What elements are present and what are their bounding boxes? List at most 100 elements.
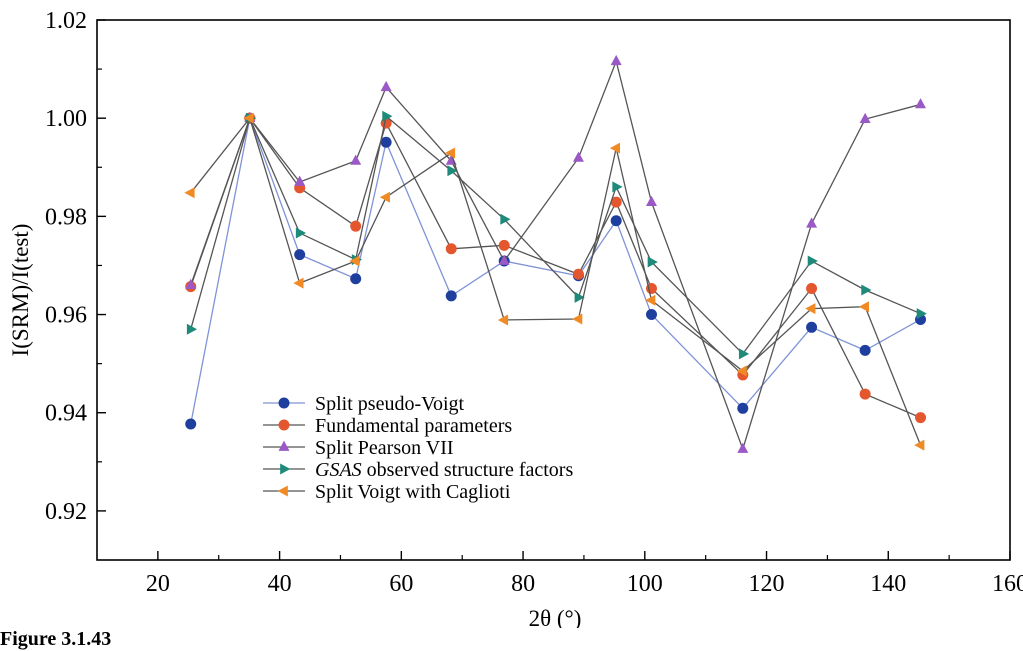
legend-item: Split pseudo-Voigt (263, 393, 465, 415)
y-axis-title: I(SRM)/I(test) (8, 224, 33, 357)
data-point (380, 136, 392, 148)
series-line (190, 115, 921, 425)
y-tick-label: 1.00 (45, 106, 87, 132)
data-point (350, 273, 362, 285)
data-point (445, 290, 457, 302)
data-point (186, 323, 198, 335)
data-point (185, 418, 197, 430)
data-point (572, 151, 584, 162)
data-point (859, 388, 871, 400)
plot-frame (96, 19, 1011, 561)
x-tick-label: 100 (627, 571, 663, 597)
data-point (294, 175, 306, 186)
data-point (807, 255, 818, 267)
x-tick-label: 60 (389, 571, 413, 597)
data-point (498, 254, 510, 265)
legend-marker (278, 419, 290, 431)
data-point (806, 321, 818, 333)
data-point (915, 412, 927, 424)
legend-item: Split Voigt with Caglioti (263, 481, 511, 503)
data-point (500, 213, 511, 225)
series-4 (186, 110, 927, 360)
y-tick-label: 0.96 (45, 303, 87, 329)
data-point (572, 313, 583, 325)
data-point (444, 147, 456, 159)
data-point (380, 80, 392, 92)
data-point (858, 301, 869, 313)
legend-item: Split Pearson VII (263, 437, 454, 459)
data-point (610, 54, 622, 66)
data-point (914, 439, 925, 451)
data-point (805, 303, 816, 315)
x-tick-label: 80 (511, 571, 535, 597)
data-point (445, 243, 457, 255)
series-5 (184, 112, 925, 451)
legend-marker (278, 440, 290, 451)
legend-label: Split Voigt with Caglioti (315, 481, 511, 503)
legend-label: Split pseudo-Voigt (315, 393, 465, 415)
series-2 (185, 112, 927, 424)
data-point (184, 187, 195, 199)
series-line (190, 116, 922, 446)
y-tick-label: 0.94 (45, 401, 87, 427)
data-point (612, 181, 623, 193)
data-point (806, 283, 818, 295)
data-point (915, 98, 927, 109)
data-point (497, 314, 509, 326)
data-point (293, 277, 304, 289)
data-point (574, 291, 585, 303)
legend-label: Fundamental parameters (315, 415, 512, 437)
data-point (350, 220, 362, 232)
data-point (294, 249, 306, 261)
data-point (610, 215, 622, 227)
data-point (738, 348, 750, 360)
data-point (349, 255, 360, 267)
data-point (185, 278, 197, 289)
data-point (572, 268, 584, 280)
data-point (447, 165, 458, 177)
legend-marker (280, 463, 291, 475)
ticks-layer: 20 40 60 80 100 120 140 160 0.92 0.94 0.96 0.98 1.00… (45, 8, 1023, 597)
x-tick-label: 120 (749, 571, 785, 597)
data-point (645, 195, 657, 206)
y-tick-label: 0.98 (45, 204, 87, 230)
data-layer (184, 54, 927, 453)
x-tick-label: 160 (992, 571, 1023, 597)
data-point (295, 227, 307, 239)
data-point (379, 191, 390, 203)
series-line (190, 115, 921, 355)
series-line (190, 116, 921, 419)
data-point (610, 196, 622, 208)
data-point (645, 309, 657, 321)
data-point (498, 239, 510, 251)
x-tick-label: 20 (146, 571, 170, 597)
x-tick-label: 140 (870, 571, 906, 597)
data-point (609, 142, 621, 154)
figure-caption: Figure 3.1.43 (0, 628, 112, 650)
y-tick-label: 0.92 (45, 499, 87, 525)
y-tick-label: 1.02 (45, 8, 87, 34)
data-point (861, 284, 872, 296)
legend-item: Fundamental parameters (263, 415, 512, 437)
data-point (859, 112, 871, 124)
data-point (736, 365, 747, 377)
x-axis-title: 2θ (°) (529, 606, 582, 628)
data-point (806, 217, 818, 228)
chart: 20 40 60 80 100 120 140 160 0.92 0.94 0.96 0.98 1.00… (8, 8, 1023, 628)
legend-marker (277, 485, 288, 497)
legend-label: GSAS observed structure factors (315, 459, 573, 481)
data-point (859, 344, 871, 356)
series-line (190, 59, 921, 452)
data-point (645, 294, 656, 306)
data-point (737, 442, 749, 453)
data-point (916, 308, 927, 320)
legend-item: GSAS observed structure factors (263, 459, 573, 481)
data-point (382, 110, 393, 122)
x-tick-label: 40 (268, 571, 292, 597)
data-point (647, 256, 658, 268)
data-point (243, 112, 254, 124)
legend-marker (278, 397, 290, 409)
data-point (350, 154, 362, 165)
legend-label: Split Pearson VII (315, 437, 454, 459)
